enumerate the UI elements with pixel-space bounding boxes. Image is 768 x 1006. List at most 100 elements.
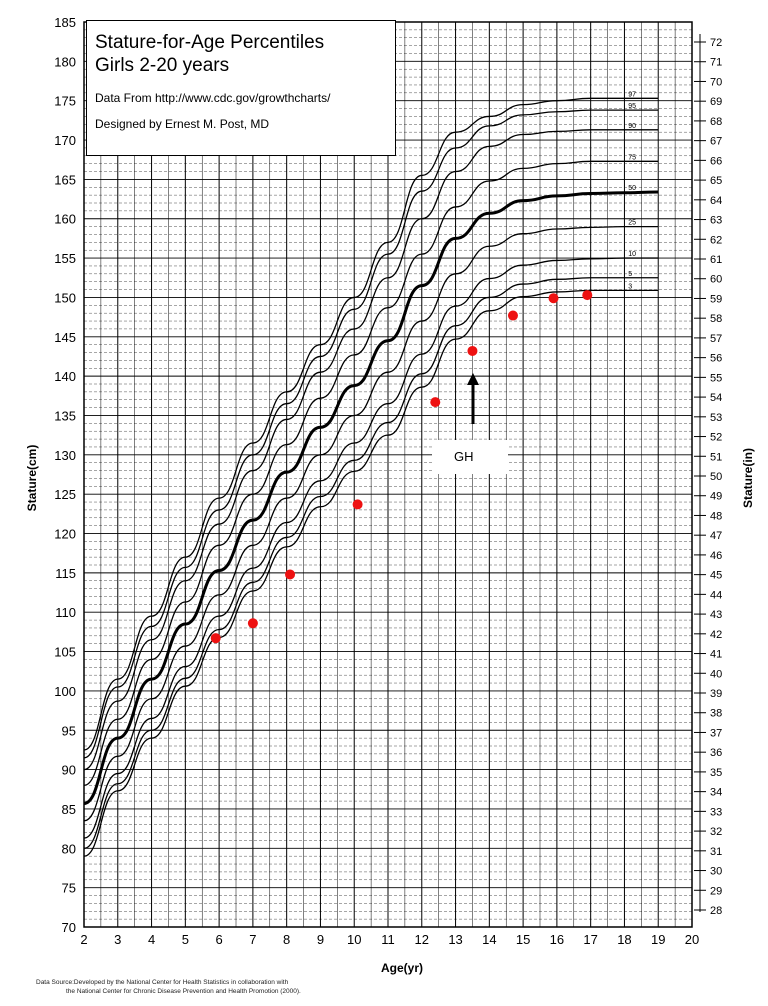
patient-point: [352, 499, 363, 510]
y-right-tick-label: 53: [710, 412, 722, 424]
x-tick-label: 18: [617, 932, 631, 947]
y-right-tick-label: 63: [710, 215, 722, 227]
y-right-tick-label: 71: [710, 57, 722, 69]
y-right-tick-label: 65: [710, 175, 722, 187]
y-tick-label: 75: [62, 881, 76, 896]
source-line-1: Data Source:Developed by the National Ce…: [36, 979, 289, 986]
y-right-tick-label: 37: [710, 727, 722, 739]
y-tick-label: 100: [54, 684, 76, 699]
percentile-curve-p5: [83, 277, 659, 849]
y-right-tick-label: 39: [710, 688, 722, 700]
x-tick-label: 11: [381, 932, 395, 947]
chart-subtitle: Girls 2-20 years: [95, 55, 230, 76]
tick-labels: 2 3 4 5 6 7 8 9 10 11 12 13 14 15 16 17 18 19 207075808590…: [54, 15, 722, 947]
percentile-curve-p75: [83, 160, 659, 786]
x-tick-label: 15: [516, 932, 530, 947]
patient-point: [285, 569, 296, 580]
y-right-tick-label: 66: [710, 155, 722, 167]
patient-point: [210, 633, 221, 644]
x-tick-label: 3: [114, 932, 121, 947]
y-right-tick-label: 32: [710, 826, 722, 838]
gh-annotation: GH: [432, 440, 508, 474]
y-right-tick-label: 40: [710, 668, 722, 680]
y-right-tick-label: 41: [710, 649, 722, 661]
y-tick-label: 165: [54, 172, 76, 187]
y-right-tick-label: 46: [710, 550, 722, 562]
y-right-tick-label: 59: [710, 293, 722, 305]
y-tick-label: 180: [54, 54, 76, 69]
y-right-tick-label: 38: [710, 708, 722, 720]
x-tick-label: 9: [317, 932, 324, 947]
x-tick-label: 14: [482, 932, 496, 947]
x-tick-label: 20: [685, 932, 699, 947]
x-tick-label: 17: [583, 932, 597, 947]
y-right-tick-label: 29: [710, 885, 722, 897]
patient-point: [247, 618, 258, 629]
y-tick-label: 185: [54, 15, 76, 30]
y-right-tick-label: 67: [710, 136, 722, 148]
y-tick-label: 120: [54, 527, 76, 542]
x-tick-label: 7: [249, 932, 256, 947]
chart-title: Stature-for-Age Percentiles: [95, 32, 325, 53]
y-tick-label: 110: [55, 605, 76, 620]
y-right-tick-label: 35: [710, 767, 722, 779]
y-right-tick-label: 60: [710, 274, 722, 286]
percentile-label-p10: 10: [628, 251, 636, 258]
x-axis-label: Age(yr): [381, 961, 423, 975]
arrow-head: [467, 373, 479, 385]
y-right-tick-label: 52: [710, 432, 722, 444]
y-right-tick-label: 33: [710, 806, 722, 818]
data-source-note: Data From http://www.cdc.gov/growthchart…: [95, 91, 331, 105]
y-tick-label: 175: [54, 94, 76, 109]
percentile-curve-p95: [83, 109, 659, 759]
y-tick-label: 70: [62, 920, 76, 935]
percentile-curve-p97: [83, 97, 659, 751]
y-right-tick-label: 30: [710, 866, 722, 878]
y-tick-label: 85: [62, 802, 76, 817]
percentile-label-p97: 97: [628, 91, 636, 98]
y-tick-label: 125: [54, 487, 76, 502]
y-right-tick-label: 50: [710, 471, 722, 483]
y-right-tick-label: 61: [710, 254, 722, 266]
patient-point: [430, 397, 441, 408]
y-right-tick-label: 64: [710, 195, 722, 207]
x-tick-label: 5: [182, 932, 189, 947]
percentile-label-p90: 90: [628, 123, 636, 130]
y-right-tick-label: 57: [710, 333, 722, 345]
y-tick-label: 95: [62, 723, 76, 738]
y-tick-label: 130: [54, 448, 76, 463]
y-tick-label: 150: [54, 290, 76, 305]
percentile-label-p3: 3: [628, 283, 632, 290]
y-right-tick-label: 56: [710, 353, 722, 365]
y-tick-label: 160: [54, 212, 76, 227]
percentile-curve-p90: [83, 129, 659, 771]
y-axis-label: Stature(cm): [25, 445, 39, 512]
y-right-tick-label: 70: [710, 76, 722, 88]
percentile-label-p50: 50: [628, 185, 636, 192]
y-axis-label-right: Stature(in): [741, 448, 755, 508]
x-tick-label: 13: [448, 932, 462, 947]
y-right-tick-label: 42: [710, 629, 722, 641]
y-right-tick-label: 69: [710, 96, 722, 108]
x-tick-label: 19: [651, 932, 665, 947]
x-tick-label: 12: [415, 932, 429, 947]
y-right-tick-label: 54: [710, 392, 722, 404]
percentile-curve-p25: [83, 225, 659, 822]
x-tick-label: 16: [550, 932, 564, 947]
y-right-tick-label: 34: [710, 787, 722, 799]
y-right-tick-label: 45: [710, 570, 722, 582]
percentile-curve-p3: [83, 289, 659, 857]
y-right-tick-label: 28: [710, 905, 722, 917]
y-right-tick-label: 44: [710, 589, 722, 601]
percentile-curve-p10: [83, 257, 659, 839]
y-right-tick-label: 43: [710, 609, 722, 621]
percentile-curves: 97 95 90 75 50 25 10 5 3: [83, 91, 659, 857]
x-tick-label: 10: [347, 932, 361, 947]
y-tick-label: 80: [62, 841, 76, 856]
designer-note: Designed by Ernest M. Post, MD: [95, 117, 270, 131]
y-tick-label: 145: [54, 330, 76, 345]
grid: [83, 21, 706, 928]
y-tick-label: 170: [54, 133, 76, 148]
x-tick-label: 6: [215, 932, 222, 947]
y-right-tick-label: 72: [710, 37, 722, 49]
